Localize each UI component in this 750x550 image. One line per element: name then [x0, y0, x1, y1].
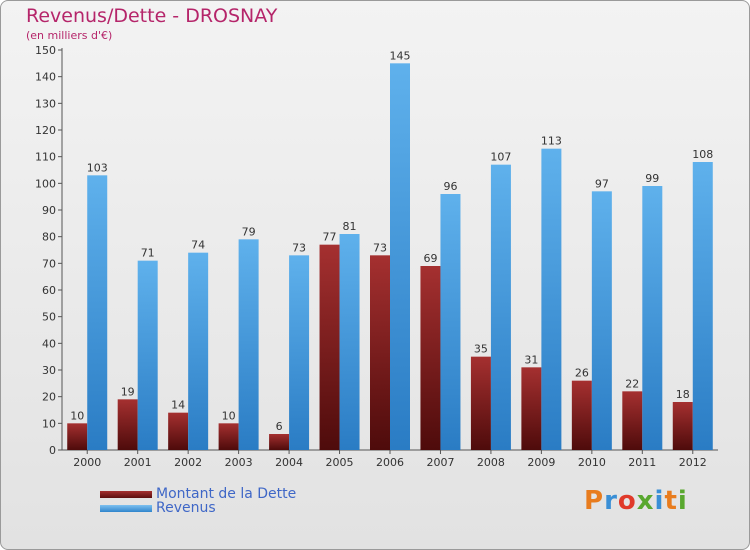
bar-revenus: [289, 255, 310, 450]
bar-dette: [218, 423, 239, 450]
data-label-dette: 35: [474, 343, 488, 356]
data-label-dette: 73: [373, 241, 387, 254]
data-label-dette: 18: [676, 388, 690, 401]
y-tick-label: 110: [35, 151, 56, 164]
bar-dette: [420, 266, 441, 450]
y-tick-label: 30: [42, 364, 56, 377]
x-tick-label: 2012: [679, 456, 707, 469]
legend-label-revenus: Revenus: [156, 500, 216, 516]
legend-label-dette: Montant de la Dette: [156, 486, 297, 502]
bar-dette: [370, 255, 390, 450]
bar-revenus: [238, 239, 259, 450]
bar-revenus: [541, 148, 562, 450]
data-label-dette: 77: [323, 231, 337, 244]
bar-dette: [67, 423, 88, 450]
data-label-revenus: 103: [87, 161, 108, 174]
bar-revenus: [642, 186, 663, 450]
x-tick-label: 2004: [275, 456, 303, 469]
y-tick-label: 60: [42, 284, 56, 297]
legend-swatch-dette: [100, 490, 152, 498]
bar-dette: [117, 399, 138, 450]
data-label-revenus: 74: [191, 239, 205, 252]
data-label-dette: 10: [70, 409, 84, 422]
data-label-revenus: 96: [443, 180, 457, 193]
legend-item-dette: Montant de la Dette: [100, 486, 297, 502]
logo-letter: o: [617, 486, 637, 516]
y-tick-label: 0: [49, 444, 56, 457]
bar-dette: [319, 244, 340, 450]
x-tick-label: 2009: [527, 456, 555, 469]
bar-revenus: [390, 63, 410, 450]
bar-dette: [622, 391, 643, 450]
logo-letter: P: [584, 486, 605, 516]
proxiti-logo: Proxiti: [584, 486, 688, 516]
logo-letter: t: [664, 486, 678, 516]
data-label-dette: 6: [276, 420, 283, 433]
bar-dette: [672, 402, 693, 450]
data-label-dette: 14: [171, 399, 185, 412]
y-tick-label: 70: [42, 257, 56, 270]
data-label-revenus: 107: [490, 151, 511, 164]
y-tick-label: 10: [42, 417, 56, 430]
data-label-revenus: 97: [595, 177, 609, 190]
bar-revenus: [591, 191, 612, 451]
x-tick-label: 2006: [376, 456, 404, 469]
data-label-revenus: 99: [645, 172, 659, 185]
y-tick-label: 80: [42, 231, 56, 244]
y-tick-label: 140: [35, 71, 56, 84]
y-tick-label: 40: [42, 337, 56, 350]
y-tick-label: 130: [35, 97, 56, 110]
data-label-revenus: 113: [541, 135, 562, 148]
chart-title: Revenus/Dette - DROSNAY: [26, 5, 278, 27]
bar-revenus: [137, 260, 158, 450]
y-tick-label: 100: [35, 177, 56, 190]
logo-letter: x: [636, 486, 655, 516]
data-label-revenus: 145: [390, 49, 411, 62]
legend-item-revenus: Revenus: [100, 500, 216, 516]
bar-revenus: [188, 252, 209, 450]
logo-letter: i: [654, 486, 665, 516]
x-tick-label: 2008: [477, 456, 505, 469]
data-label-dette: 31: [524, 353, 538, 366]
data-label-dette: 26: [575, 367, 589, 380]
data-label-revenus: 79: [242, 225, 256, 238]
data-label-revenus: 108: [692, 148, 713, 161]
logo-letter: r: [604, 486, 618, 516]
bar-dette: [168, 412, 189, 450]
y-tick-label: 150: [35, 44, 56, 57]
y-tick-label: 20: [42, 391, 56, 404]
logo-letter: i: [677, 486, 688, 516]
x-tick-label: 2000: [73, 456, 101, 469]
bar-dette: [571, 380, 592, 450]
legend-swatch-revenus: [100, 504, 152, 512]
data-label-revenus: 73: [292, 241, 306, 254]
chart-subtitle: (en milliers d'€): [26, 29, 113, 42]
bar-revenus: [339, 234, 360, 450]
data-label-dette: 10: [222, 409, 236, 422]
x-tick-label: 2001: [124, 456, 152, 469]
bar-dette: [521, 367, 542, 450]
bar-revenus: [87, 175, 108, 451]
y-tick-label: 50: [42, 311, 56, 324]
x-tick-label: 2007: [426, 456, 454, 469]
data-label-dette: 19: [121, 385, 135, 398]
x-tick-label: 2002: [174, 456, 202, 469]
bar-revenus: [692, 162, 713, 450]
y-tick-label: 120: [35, 124, 56, 137]
bar-dette: [470, 356, 491, 450]
bar-dette: [269, 434, 290, 450]
data-label-revenus: 71: [141, 247, 155, 260]
data-label-dette: 69: [423, 252, 437, 265]
x-tick-label: 2010: [578, 456, 606, 469]
bar-revenus: [490, 164, 511, 450]
y-tick-label: 90: [42, 204, 56, 217]
data-label-dette: 22: [625, 377, 639, 390]
data-label-revenus: 81: [343, 220, 357, 233]
x-tick-label: 2011: [628, 456, 656, 469]
x-tick-label: 2003: [225, 456, 253, 469]
x-tick-label: 2005: [326, 456, 354, 469]
bar-revenus: [440, 194, 461, 450]
